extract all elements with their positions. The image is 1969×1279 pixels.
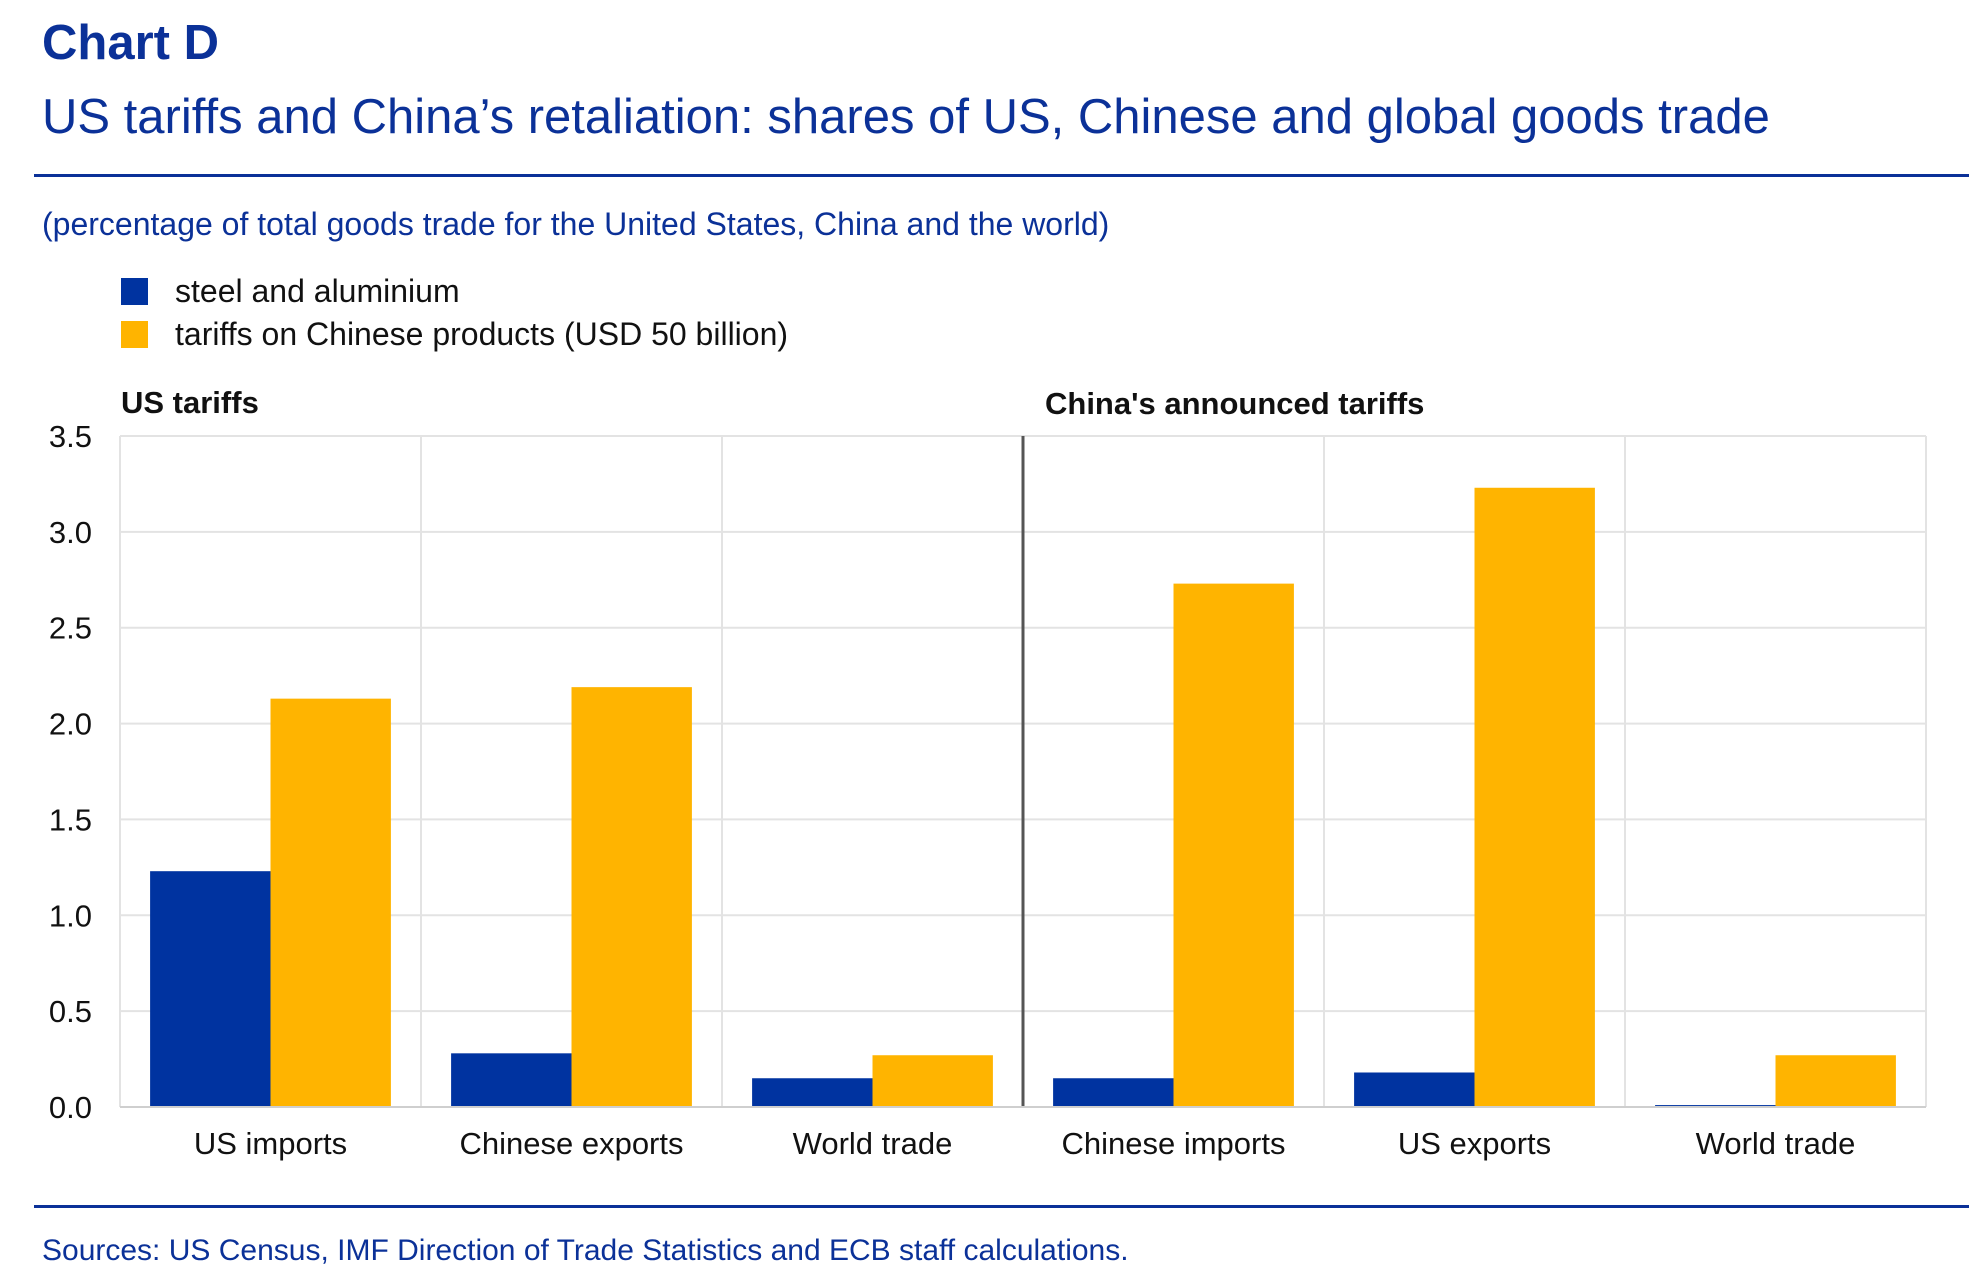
bar-tariffs — [1474, 487, 1595, 1108]
x-category-label: World trade — [1696, 1126, 1856, 1161]
legend-label-steel: steel and aluminium — [175, 273, 460, 309]
legend: steel and aluminium tariffs on Chinese p… — [121, 270, 788, 356]
legend-swatch-tariffs — [121, 321, 148, 348]
x-category-label: US exports — [1398, 1126, 1551, 1161]
panel-title-us-tariffs: US tariffs — [121, 385, 259, 420]
bar-steel — [451, 1053, 572, 1107]
x-category-label: World trade — [793, 1126, 953, 1161]
y-tick-label: 2.0 — [49, 707, 92, 742]
x-category-label: Chinese imports — [1062, 1126, 1286, 1161]
chart-subtitle: (percentage of total goods trade for the… — [42, 206, 1110, 242]
footer-divider — [34, 1205, 1969, 1208]
bar-steel — [1053, 1078, 1174, 1107]
legend-item-tariffs: tariffs on Chinese products (USD 50 bill… — [121, 313, 788, 356]
bar-tariffs — [270, 698, 391, 1107]
bar-steel — [1354, 1072, 1475, 1107]
y-tick-label: 1.5 — [49, 802, 92, 837]
y-tick-label: 1.0 — [49, 898, 92, 933]
y-tick-label: 0.5 — [49, 994, 92, 1029]
title-divider — [34, 174, 1969, 177]
x-category-label: Chinese exports — [459, 1126, 683, 1161]
bar-steel — [752, 1078, 873, 1107]
y-tick-label: 3.5 — [49, 419, 92, 454]
source-note: Sources: US Census, IMF Direction of Tra… — [42, 1234, 1129, 1267]
x-category-label: US imports — [194, 1126, 347, 1161]
legend-label-tariffs: tariffs on Chinese products (USD 50 bill… — [175, 316, 789, 352]
bar-tariffs — [1775, 1055, 1896, 1107]
bar-tariffs — [872, 1055, 993, 1107]
panel-title-china-tariffs: China's announced tariffs — [1045, 386, 1424, 421]
bar-tariffs — [571, 687, 692, 1107]
legend-swatch-steel — [121, 278, 148, 305]
bar-tariffs — [1173, 583, 1294, 1107]
legend-item-steel: steel and aluminium — [121, 270, 788, 313]
chart-title: US tariffs and China’s retaliation: shar… — [42, 90, 1770, 144]
y-tick-label: 0.0 — [49, 1090, 92, 1125]
bar-chart: 0.0 0.5 1.0 1.5 2.0 2.5 3.0 3.5 US tariffs China'… — [49, 385, 1927, 1161]
y-tick-label: 3.0 — [49, 515, 92, 550]
chart-label: Chart D — [42, 16, 219, 70]
bar-steel — [150, 871, 271, 1107]
y-tick-label: 2.5 — [49, 611, 92, 646]
